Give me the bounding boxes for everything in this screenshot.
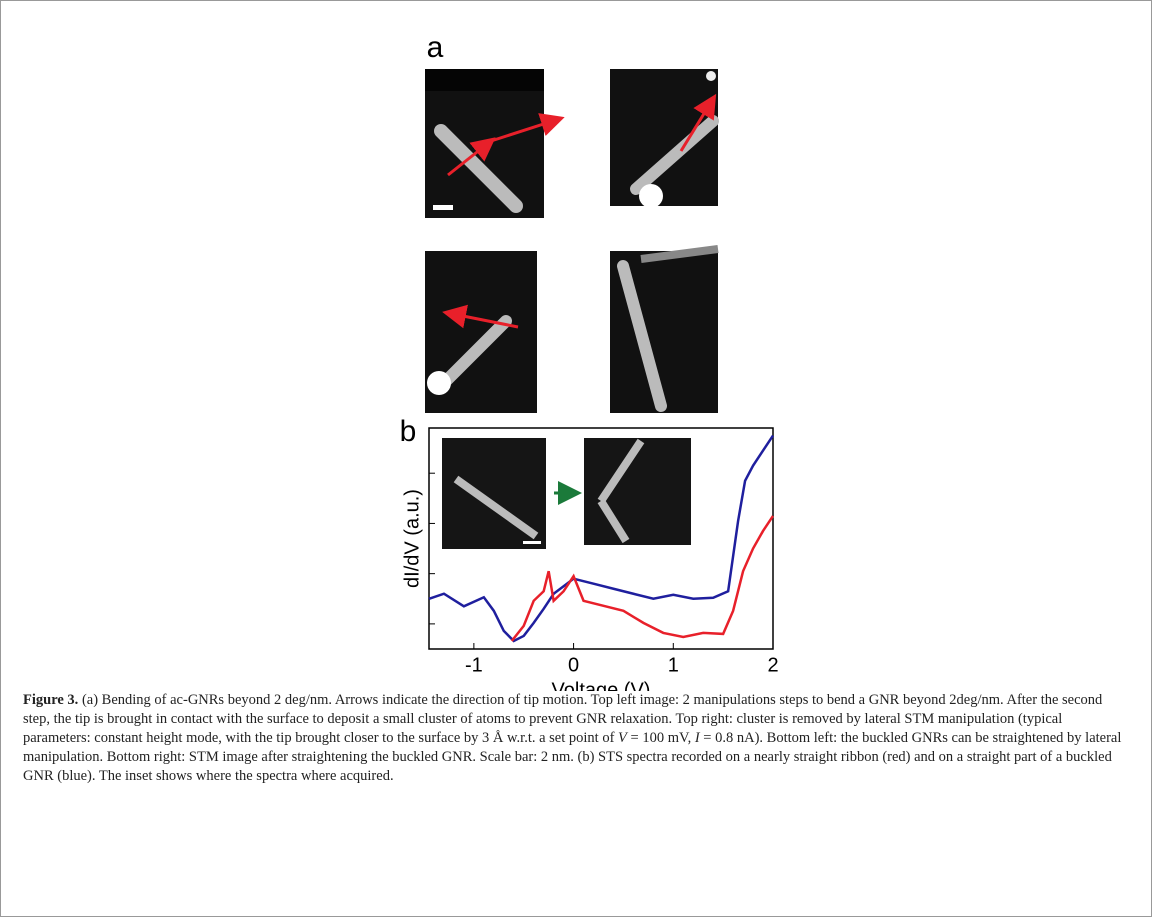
stm-image <box>610 245 719 413</box>
caption-label: Figure 3. <box>23 692 79 708</box>
panel-label: b <box>400 415 417 448</box>
x-tick-label: 2 <box>767 654 778 676</box>
data-line <box>510 515 775 642</box>
x-tick-label: 0 <box>568 654 579 676</box>
caption: Figure 3. (a) Bending of ac-GNRs beyond … <box>23 691 1131 786</box>
x-axis-label: Voltage (V) <box>552 679 651 691</box>
plot-frame <box>428 427 774 650</box>
stm-image <box>610 69 719 208</box>
data-line <box>428 434 775 643</box>
y-axis-label: dI/dV (a.u.) <box>401 489 423 588</box>
caption-text: V <box>618 730 627 746</box>
caption-text: = 100 mV, <box>626 730 695 746</box>
panel-label: a <box>427 31 444 64</box>
stm-image <box>425 69 565 218</box>
caption-text: (a) Bending of ac-GNRs beyond 2 deg/nm. … <box>23 692 1103 746</box>
caption-text: = 0.8 nA). Bottom left: the buckled GNRs… <box>23 730 1122 784</box>
figure: a b -1 0 1 2 Voltage (V) dI/dV (a.u.) <box>400 31 779 691</box>
chart: -1 0 1 2 Voltage (V) dI/dV (a.u.) <box>401 427 779 691</box>
x-tick-label: 1 <box>668 654 679 676</box>
x-tick-label: -1 <box>465 654 483 676</box>
inset <box>442 438 691 549</box>
stm-image <box>425 251 537 413</box>
caption-text: I <box>694 730 700 746</box>
